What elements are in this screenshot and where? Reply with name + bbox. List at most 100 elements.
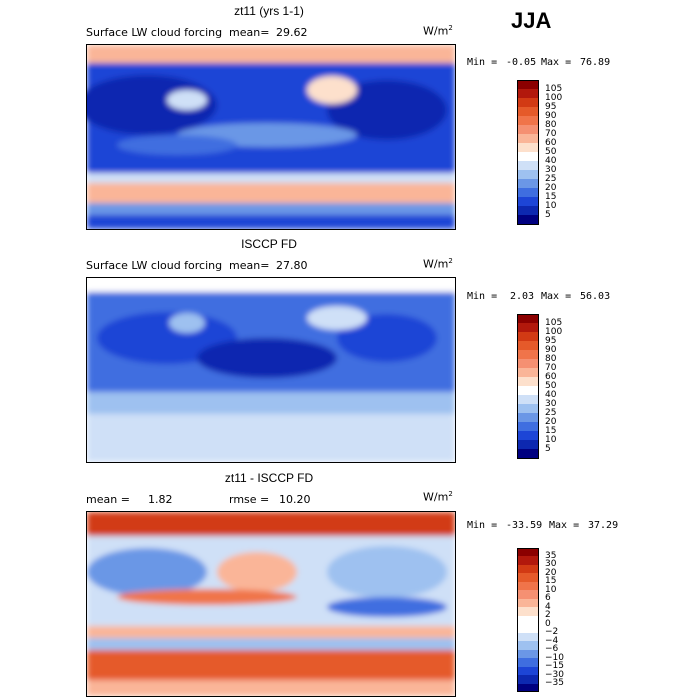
colorbar-swatch [517, 683, 539, 693]
panel-2-variable-label: Surface LW cloud forcing [86, 259, 223, 272]
colorbar-swatch [517, 80, 539, 90]
colorbar-swatch [517, 215, 539, 225]
colorbar-tick-label: 30 [545, 559, 557, 570]
colorbar-swatch [517, 197, 539, 207]
panel-2-max-label: Max = [541, 291, 572, 302]
colorbar-swatch [517, 323, 539, 333]
colorbar-tick-label: 50 [545, 146, 557, 157]
panel-2-min-value: 2.03 [510, 291, 535, 302]
colorbar-tick-label: 35 [545, 550, 557, 561]
colorbar-swatch [517, 607, 539, 617]
colorbar-tick-label: 60 [545, 371, 557, 382]
panel-3-mean-label: mean = [86, 493, 130, 506]
panel-3-rmse-label: rmse = [229, 493, 270, 506]
colorbar-swatch [517, 314, 539, 324]
panel-2-units: W/m2 [423, 257, 453, 271]
colorbar-tick-label: 50 [545, 380, 557, 391]
colorbar-tick-label: 100 [545, 92, 563, 103]
panel-1-units: W/m2 [423, 24, 453, 38]
colorbar-tick-label: 40 [545, 389, 557, 400]
colorbar-swatch [517, 98, 539, 108]
colorbar-swatch [517, 395, 539, 405]
colorbar-tick-label: 30 [545, 398, 557, 409]
panel-1-min-label: Min = [467, 57, 498, 68]
colorbar-tick-label: 15 [545, 191, 557, 202]
colorbar-tick-label: 10 [545, 584, 557, 595]
panel-1-field [87, 45, 455, 229]
colorbar-tick-label: 90 [545, 344, 557, 355]
panel-2-title: ISCCP FD [241, 237, 297, 251]
colorbar-swatch [517, 188, 539, 198]
colorbar-tick-label: 2 [545, 610, 551, 621]
panel-3-field [87, 512, 455, 696]
panel-2-max-value: 56.03 [580, 291, 611, 302]
colorbar-tick-label: 10 [545, 434, 557, 445]
panel-1-mean-value: 29.62 [276, 26, 308, 39]
colorbar-swatch [517, 368, 539, 378]
colorbar-tick-label: −10 [545, 652, 564, 663]
colorbar-swatch [517, 170, 539, 180]
panel-2-mean-label: mean= [229, 259, 270, 272]
colorbar-tick-label: 80 [545, 119, 557, 130]
colorbar-swatch [517, 666, 539, 676]
colorbar-swatch [517, 161, 539, 171]
colorbar-tick-label: −15 [545, 661, 564, 672]
colorbar-swatch [517, 615, 539, 625]
colorbar-swatch [517, 179, 539, 189]
colorbar-tick-label: −2 [545, 627, 559, 638]
colorbar-swatch [517, 590, 539, 600]
colorbar-tick-label: −4 [545, 635, 559, 646]
colorbar-tick-label: 70 [545, 128, 557, 139]
colorbar-tick-label: 105 [545, 317, 563, 328]
colorbar-swatch [517, 152, 539, 162]
colorbar-tick-label: 60 [545, 137, 557, 148]
colorbar-swatch [517, 632, 539, 642]
panel-2-mean-value: 27.80 [276, 259, 308, 272]
colorbar-tick-label: 20 [545, 567, 557, 578]
colorbar-tick-label: 80 [545, 353, 557, 364]
colorbar-tick-label: −35 [545, 678, 564, 689]
colorbar-tick-label: 5 [545, 443, 551, 454]
colorbar-swatch [517, 581, 539, 591]
colorbar-tick-label: 0 [545, 618, 551, 629]
colorbar-tick-label: 95 [545, 101, 557, 112]
colorbar-tick-label: 20 [545, 182, 557, 193]
colorbar-swatch [517, 386, 539, 396]
panel-1-mean-label: mean= [229, 26, 270, 39]
panel-3-max-value: 37.29 [588, 520, 619, 531]
colorbar-tick-label: 10 [545, 200, 557, 211]
colorbar-tick-label: −30 [545, 669, 564, 680]
panel-3-title: zt11 - ISCCP FD [224, 471, 314, 485]
colorbar-tick-label: 40 [545, 155, 557, 166]
panel-3-min-label: Min = [467, 520, 498, 531]
colorbar-swatch [517, 116, 539, 126]
panel-2-colorbar: 105 100 95 90 80 70 60 50 40 30 25 20 15 10 5 [517, 314, 577, 459]
panel-3-units: W/m2 [423, 490, 453, 504]
colorbar-tick-label: 15 [545, 425, 557, 436]
colorbar-swatch [517, 573, 539, 583]
panel-3-mean-value: 1.82 [148, 493, 173, 506]
panel-3-map [86, 511, 456, 697]
panel-3-rmse-value: 10.20 [279, 493, 311, 506]
colorbar-swatch [517, 641, 539, 651]
colorbar-tick-label: 25 [545, 173, 557, 184]
colorbar-swatch [517, 134, 539, 144]
colorbar-swatch [517, 422, 539, 432]
colorbar-swatch [517, 649, 539, 659]
panel-2-map [86, 277, 456, 463]
colorbar-tick-label: 15 [545, 576, 557, 587]
colorbar-swatch [517, 350, 539, 360]
panel-3-colorbar: 35 30 20 15 10 6 4 2 0 −2 −4 −6 −10 −15 −30 −35 [517, 548, 577, 693]
colorbar-swatch [517, 341, 539, 351]
colorbar-swatch [517, 404, 539, 414]
panel-1-min-value: -0.05 [506, 57, 537, 68]
panel-1-max-label: Max = [541, 57, 572, 68]
colorbar-tick-label: 6 [545, 593, 551, 604]
panel-3-max-label: Max = [549, 520, 580, 531]
colorbar-tick-label: 90 [545, 110, 557, 121]
colorbar-swatch [517, 413, 539, 423]
colorbar-tick-label: 105 [545, 83, 563, 94]
colorbar-swatch [517, 624, 539, 634]
season-label: JJA [511, 8, 552, 33]
panel-3-min-value: -33.59 [506, 520, 543, 531]
